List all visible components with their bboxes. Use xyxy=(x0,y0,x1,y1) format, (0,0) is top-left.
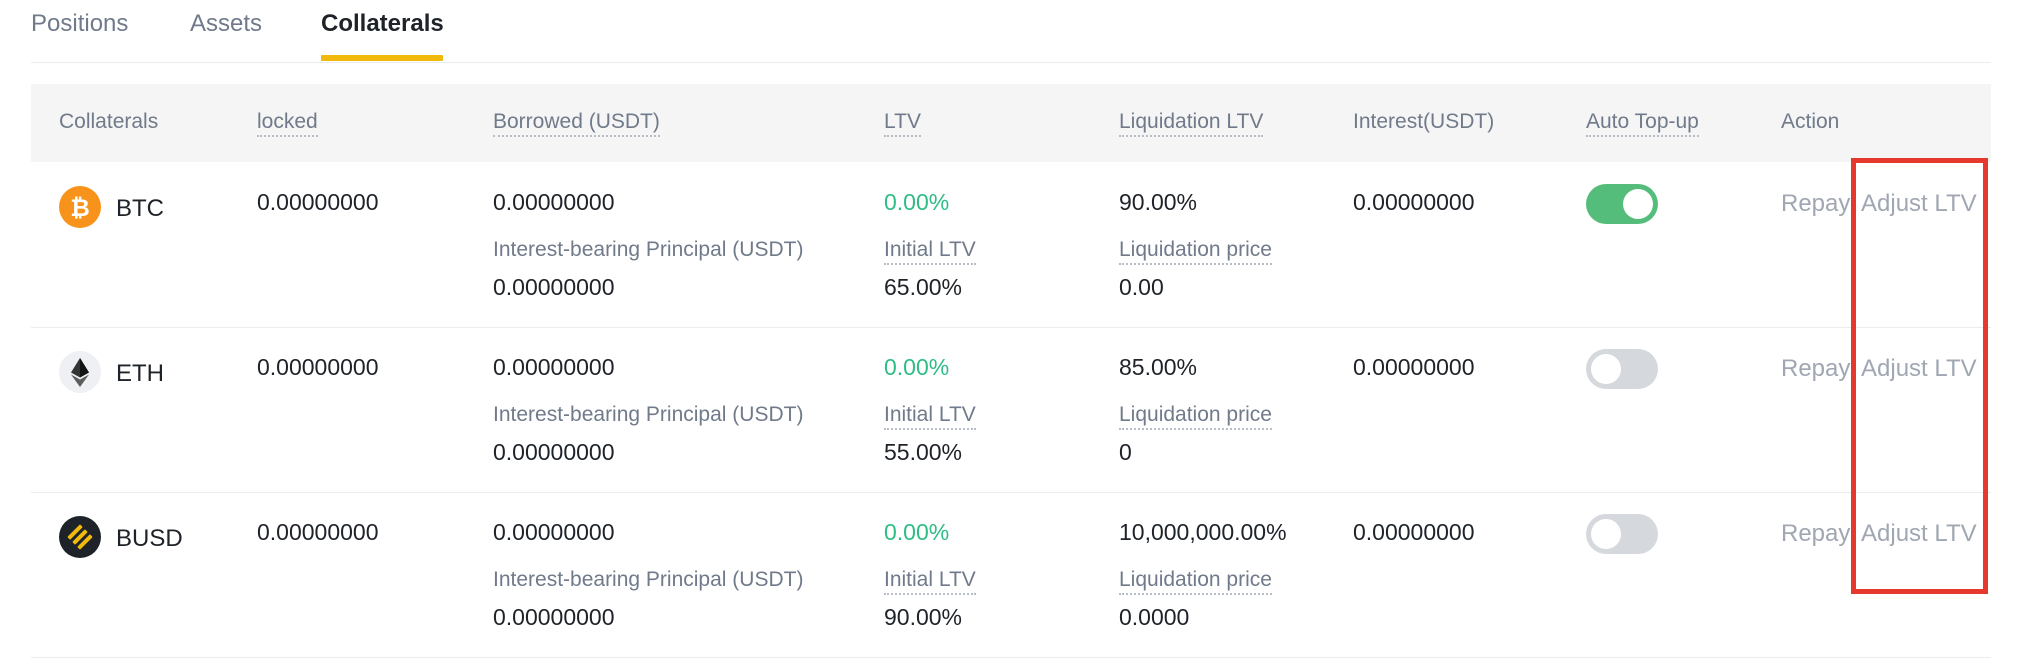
borrowed-value: 0.00000000 xyxy=(493,354,615,380)
interest-value: 0.00000000 xyxy=(1353,354,1475,380)
initial-ltv-label[interactable]: Initial LTV xyxy=(884,403,976,430)
btc-icon: ₿ xyxy=(59,186,101,228)
tab-assets[interactable]: Assets xyxy=(190,10,263,37)
col-ltv[interactable]: LTV xyxy=(884,110,921,137)
svg-text:₿: ₿ xyxy=(70,194,90,222)
col-locked[interactable]: locked xyxy=(257,110,318,137)
interest-value: 0.00000000 xyxy=(1353,519,1475,545)
busd-icon xyxy=(59,516,101,558)
liquidation-ltv-value: 10,000,000.00% xyxy=(1119,519,1287,545)
principal-label: Interest-bearing Principal (USDT) xyxy=(493,403,804,426)
active-tab-indicator xyxy=(321,55,443,61)
col-action: Action xyxy=(1781,110,1840,133)
initial-ltv-value: 55.00% xyxy=(884,439,963,465)
initial-ltv-value: 90.00% xyxy=(884,604,963,630)
col-liquidation-ltv[interactable]: Liquidation LTV xyxy=(1119,110,1264,137)
col-interest: Interest(USDT) xyxy=(1353,110,1495,133)
liquidation-ltv-value: 85.00% xyxy=(1119,354,1198,380)
initial-ltv-label[interactable]: Initial LTV xyxy=(884,238,976,265)
locked-value: 0.00000000 xyxy=(257,519,379,545)
adjust-ltv-button[interactable]: Adjust LTV xyxy=(1861,355,1977,382)
table-row-busd: BUSD 0.00000000 0.00000000 Interest-bear… xyxy=(31,492,1991,658)
ltv-value: 0.00% xyxy=(884,189,950,215)
auto-topup-toggle[interactable] xyxy=(1586,514,1658,554)
table-header: Collaterals locked Borrowed (USDT) LTV L… xyxy=(31,84,1991,162)
liquidation-price-label[interactable]: Liquidation price xyxy=(1119,403,1272,430)
col-borrowed[interactable]: Borrowed (USDT) xyxy=(493,110,660,137)
table-row-eth: ETH 0.00000000 0.00000000 Interest-beari… xyxy=(31,327,1991,493)
toggle-knob xyxy=(1623,189,1653,219)
col-auto-topup[interactable]: Auto Top-up xyxy=(1586,110,1699,137)
locked-value: 0.00000000 xyxy=(257,354,379,380)
borrowed-value: 0.00000000 xyxy=(493,519,615,545)
liquidation-price-value: 0.00 xyxy=(1119,274,1164,300)
initial-ltv-label[interactable]: Initial LTV xyxy=(884,568,976,595)
liquidation-price-label[interactable]: Liquidation price xyxy=(1119,568,1272,595)
liquidation-price-label[interactable]: Liquidation price xyxy=(1119,238,1272,265)
tab-positions[interactable]: Positions xyxy=(31,10,129,37)
liquidation-price-value: 0 xyxy=(1119,439,1132,465)
tab-collaterals[interactable]: Collaterals xyxy=(321,10,444,37)
toggle-knob xyxy=(1591,519,1621,549)
auto-topup-toggle[interactable] xyxy=(1586,184,1658,224)
coin-name: BUSD xyxy=(116,525,183,552)
ltv-value: 0.00% xyxy=(884,354,950,380)
principal-value: 0.00000000 xyxy=(493,604,615,630)
repay-button[interactable]: Repay xyxy=(1781,190,1851,217)
principal-value: 0.00000000 xyxy=(493,274,615,300)
table-row-btc: ₿ BTC 0.00000000 0.00000000 Interest-bea… xyxy=(31,162,1991,328)
coin-name: BTC xyxy=(116,195,164,222)
repay-button[interactable]: Repay xyxy=(1781,520,1851,547)
liquidation-ltv-value: 90.00% xyxy=(1119,189,1198,215)
principal-label: Interest-bearing Principal (USDT) xyxy=(493,568,804,591)
ltv-value: 0.00% xyxy=(884,519,950,545)
eth-icon xyxy=(59,351,101,393)
coin-name: ETH xyxy=(116,360,164,387)
locked-value: 0.00000000 xyxy=(257,189,379,215)
initial-ltv-value: 65.00% xyxy=(884,274,963,300)
liquidation-price-value: 0.0000 xyxy=(1119,604,1190,630)
principal-value: 0.00000000 xyxy=(493,439,615,465)
auto-topup-toggle[interactable] xyxy=(1586,349,1658,389)
adjust-ltv-button[interactable]: Adjust LTV xyxy=(1861,520,1977,547)
tab-bar: Positions Assets Collaterals xyxy=(31,0,1991,63)
borrowed-value: 0.00000000 xyxy=(493,189,615,215)
interest-value: 0.00000000 xyxy=(1353,189,1475,215)
toggle-knob xyxy=(1591,354,1621,384)
col-collaterals: Collaterals xyxy=(59,110,159,133)
repay-button[interactable]: Repay xyxy=(1781,355,1851,382)
principal-label: Interest-bearing Principal (USDT) xyxy=(493,238,804,261)
adjust-ltv-button[interactable]: Adjust LTV xyxy=(1861,190,1977,217)
